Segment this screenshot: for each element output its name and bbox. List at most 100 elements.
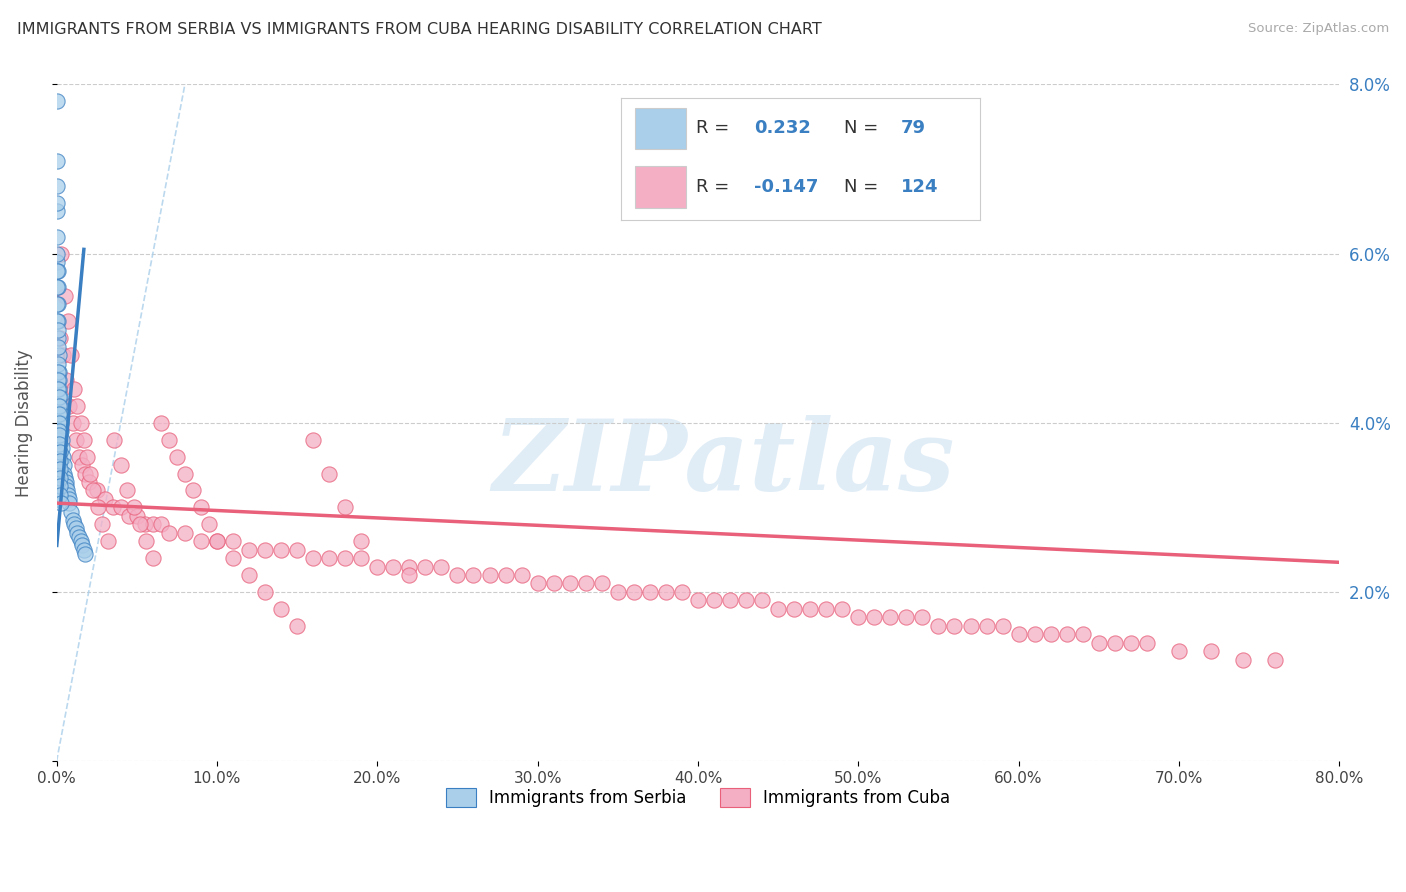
Point — [205, 534, 228, 549]
Point — [799, 602, 821, 616]
Point — [62, 513, 84, 527]
Point — [430, 559, 453, 574]
Point — [1007, 627, 1029, 641]
Point — [285, 619, 308, 633]
Point — [56, 314, 79, 328]
Point — [1039, 627, 1062, 641]
Point — [190, 500, 212, 515]
Point — [65, 521, 87, 535]
Point — [1199, 644, 1222, 658]
Point — [703, 593, 725, 607]
Point — [49, 399, 72, 413]
Point — [55, 475, 77, 489]
Point — [93, 491, 115, 506]
Point — [896, 610, 918, 624]
Point — [879, 610, 901, 624]
Point — [1119, 635, 1142, 649]
Point — [46, 475, 69, 489]
Point — [157, 433, 180, 447]
Point — [53, 289, 76, 303]
Text: IMMIGRANTS FROM SERBIA VS IMMIGRANTS FROM CUBA HEARING DISABILITY CORRELATION CH: IMMIGRANTS FROM SERBIA VS IMMIGRANTS FRO… — [17, 22, 821, 37]
Point — [46, 475, 69, 489]
Point — [173, 525, 195, 540]
Point — [118, 508, 141, 523]
Point — [46, 374, 69, 388]
Point — [655, 585, 678, 599]
Point — [69, 416, 91, 430]
Point — [58, 399, 80, 413]
Point — [52, 450, 75, 464]
Point — [526, 576, 548, 591]
Point — [51, 246, 73, 260]
Point — [1136, 635, 1159, 649]
Point — [575, 576, 598, 591]
Point — [48, 445, 70, 459]
Point — [46, 297, 69, 311]
Point — [45, 246, 67, 260]
Point — [638, 585, 661, 599]
Point — [48, 382, 70, 396]
Point — [62, 416, 84, 430]
Point — [783, 602, 806, 616]
Point — [1071, 627, 1094, 641]
Point — [56, 488, 79, 502]
Point — [110, 500, 132, 515]
Point — [718, 593, 741, 607]
Point — [318, 467, 340, 481]
Point — [254, 542, 277, 557]
Y-axis label: Hearing Disability: Hearing Disability — [15, 349, 32, 497]
Point — [166, 450, 188, 464]
Point — [53, 471, 76, 485]
Point — [73, 542, 96, 557]
Point — [52, 348, 75, 362]
Point — [46, 340, 69, 354]
Point — [76, 450, 98, 464]
Point — [49, 479, 72, 493]
Point — [46, 483, 69, 498]
Point — [238, 542, 260, 557]
Point — [1104, 635, 1126, 649]
Point — [254, 585, 277, 599]
Point — [398, 559, 420, 574]
Point — [55, 374, 77, 388]
Point — [45, 314, 67, 328]
Point — [53, 467, 76, 481]
Point — [623, 585, 645, 599]
Point — [46, 365, 69, 379]
Point — [48, 407, 70, 421]
Point — [69, 534, 91, 549]
Point — [415, 559, 437, 574]
Text: ZIPatlas: ZIPatlas — [492, 415, 955, 512]
Point — [46, 280, 69, 294]
Point — [72, 458, 94, 472]
Point — [1087, 635, 1109, 649]
Point — [48, 390, 70, 404]
Point — [46, 229, 69, 244]
Point — [46, 450, 69, 464]
Point — [51, 433, 73, 447]
Point — [66, 525, 89, 540]
Point — [45, 95, 67, 109]
Point — [58, 491, 80, 506]
Point — [157, 525, 180, 540]
Point — [82, 483, 104, 498]
Point — [46, 204, 69, 219]
Point — [510, 568, 533, 582]
Point — [48, 433, 70, 447]
Point — [181, 483, 204, 498]
Point — [190, 534, 212, 549]
Point — [134, 517, 156, 532]
Point — [48, 399, 70, 413]
Point — [49, 488, 72, 502]
Point — [60, 505, 83, 519]
Point — [543, 576, 565, 591]
Point — [45, 491, 67, 506]
Point — [90, 517, 112, 532]
Point — [142, 517, 165, 532]
Point — [1264, 652, 1286, 666]
Point — [943, 619, 966, 633]
Point — [863, 610, 886, 624]
Point — [46, 357, 69, 371]
Point — [46, 441, 69, 455]
Point — [335, 500, 357, 515]
